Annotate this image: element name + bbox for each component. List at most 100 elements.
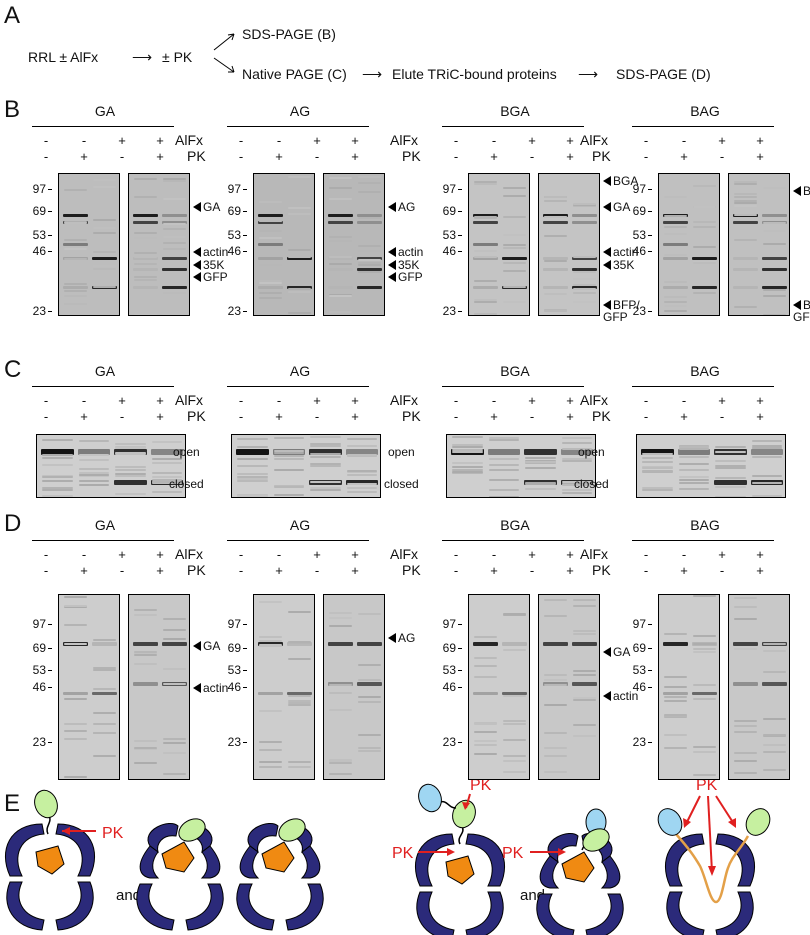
gel-smear (288, 766, 311, 769)
arrowhead-icon (388, 202, 396, 212)
gel-smear (329, 239, 352, 242)
gel-smear (474, 250, 497, 253)
gel-smear (474, 636, 497, 639)
gel-smear (642, 489, 673, 492)
gel-smear (503, 648, 526, 651)
gel-smear (259, 282, 282, 285)
d-pk-sign-1-1: + (275, 563, 283, 578)
gel-smear (42, 456, 73, 459)
gel-smear (503, 760, 526, 763)
d-pk-label-1: PK (402, 562, 421, 578)
gel-smear (64, 698, 87, 701)
gel-smear (163, 235, 186, 238)
gel-smear (163, 772, 186, 775)
d-alfx-label-0: AlFx (175, 546, 203, 562)
gel-smear (329, 624, 352, 627)
gel-smear (763, 744, 786, 747)
gel-smear (544, 731, 567, 734)
gel-smear (358, 734, 381, 737)
d-3-mw-tick-23 (648, 742, 652, 743)
d-alfx-sign-2-2: + (528, 547, 536, 562)
gel-smear (134, 263, 157, 266)
gel-smear (544, 216, 567, 219)
gel-band (345, 449, 378, 456)
arrowhead-icon (793, 186, 801, 196)
gel-smear (329, 773, 352, 776)
d-alfx-sign-0-0: - (43, 547, 49, 562)
b-pk-sign-2-2: - (529, 149, 535, 164)
gel-smear (93, 251, 116, 254)
gel-smear (310, 452, 341, 455)
gel-smear (693, 220, 716, 223)
gel-smear (288, 212, 311, 215)
c-pk-sign-3-0: - (643, 409, 649, 424)
gel-smear (64, 257, 87, 260)
gel-smear (151, 479, 182, 482)
b-0-mw-tick-97 (48, 189, 52, 190)
gel-band (733, 221, 758, 225)
gel-smear (115, 447, 146, 450)
b-pk-label-0: PK (187, 148, 206, 164)
gel-smear (163, 683, 186, 686)
d-2-arrow-text-0: GA (613, 645, 631, 659)
d-1-mw-tick-69 (243, 648, 247, 649)
d-1-mw-tick-97 (243, 624, 247, 625)
e-pk-label-4: PK (502, 845, 524, 862)
gel-smear (259, 279, 282, 282)
gel-smear (693, 746, 716, 749)
gel-band (572, 256, 597, 260)
b-3-mw-tick-97 (648, 189, 652, 190)
gel-smear (163, 180, 186, 183)
b-0-mw-69: 69 (32, 204, 46, 218)
gel-smear (259, 740, 282, 743)
gel-band (473, 242, 498, 246)
b-pk-sign-1-1: + (275, 149, 283, 164)
gel-smear (734, 214, 757, 217)
d-1-mw-23: 23 (227, 735, 241, 749)
gel-smear (474, 217, 497, 220)
b-3-arrow-0: BAG (793, 185, 810, 197)
d-0-mw-tick-46 (48, 687, 52, 688)
gel-band (641, 449, 674, 456)
b-gel-2-a (468, 173, 530, 316)
b-2-mw-tick-23 (458, 311, 462, 312)
gel-smear (163, 228, 186, 231)
gel-smear (237, 495, 268, 497)
gel-smear (93, 285, 116, 288)
gel-smear (163, 223, 186, 226)
b-1-mw-tick-53 (243, 235, 247, 236)
gel-smear (544, 293, 567, 296)
d-gel-0-a (58, 594, 120, 780)
gel-smear (573, 204, 596, 207)
c-alfx-sign-2-3: + (566, 393, 574, 408)
gel-smear (329, 197, 352, 200)
gel-band (572, 285, 597, 289)
b-1-mw-tick-23 (243, 311, 247, 312)
gel-smear (329, 683, 352, 686)
gel-smear (151, 462, 182, 465)
b-1-mw-tick-69 (243, 211, 247, 212)
gel-smear (42, 453, 73, 456)
d-2-arrow-1: actin (603, 690, 638, 702)
b-pk-sign-1-3: + (351, 149, 359, 164)
gel-smear (134, 739, 157, 742)
gel-band (258, 242, 283, 246)
gel-smear (474, 657, 497, 660)
c-rule-3 (632, 386, 774, 387)
gel-smear (163, 738, 186, 741)
b-1-mw-46: 46 (227, 244, 241, 258)
d-pk-sign-2-3: + (566, 563, 574, 578)
gel-smear (346, 437, 377, 440)
gel-smear (678, 456, 709, 459)
gel-smear (664, 309, 687, 312)
gel-smear (358, 262, 381, 265)
c-open-label-1: open (388, 445, 415, 459)
d-0-arrow-text-0: GA (203, 639, 221, 653)
c-alfx-sign-0-1: - (81, 393, 87, 408)
c-pk-sign-0-0: - (43, 409, 49, 424)
d-3-mw-46: 46 (632, 680, 646, 694)
b-2-arrow-1: GA (603, 201, 630, 213)
gel-band (762, 268, 787, 272)
gel-smear (474, 664, 497, 667)
gel-smear (734, 771, 757, 774)
